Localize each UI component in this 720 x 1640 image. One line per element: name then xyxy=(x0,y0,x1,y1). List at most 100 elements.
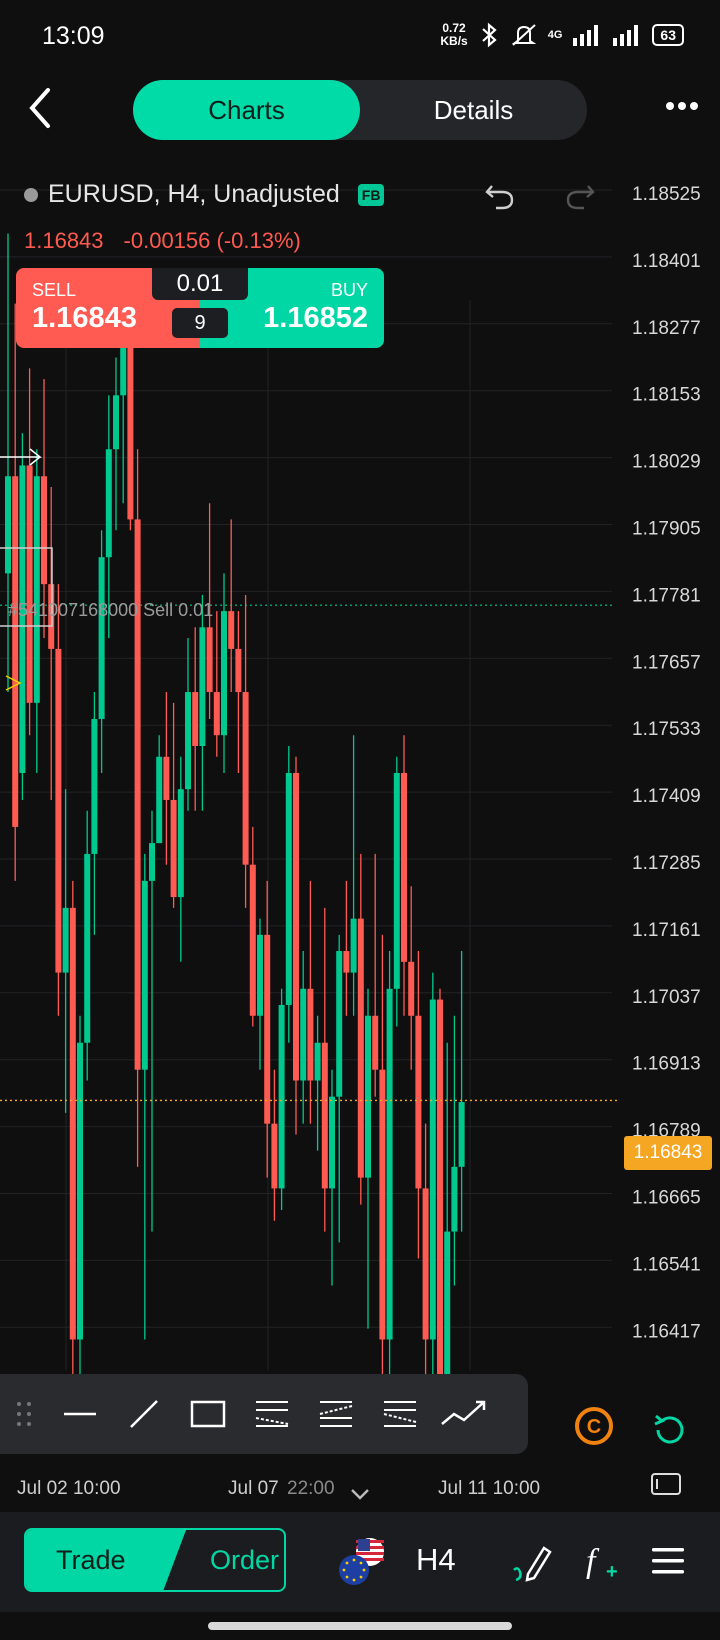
candle-body xyxy=(257,934,263,1016)
candle-body xyxy=(163,756,170,800)
candle-body xyxy=(149,843,155,881)
buy-price: 1.16852 xyxy=(263,302,368,334)
price-change: -0.00156 (-0.13%) xyxy=(123,228,301,253)
more-options-icon[interactable] xyxy=(664,96,700,116)
indicators-icon[interactable]: f + xyxy=(584,1538,628,1582)
candle-body xyxy=(386,988,393,1340)
candle-body xyxy=(206,627,213,693)
time-label-4: Jul 11 10:00 xyxy=(438,1478,541,1499)
home-indicator[interactable] xyxy=(208,1622,512,1630)
candle-body xyxy=(33,476,40,703)
candle-body xyxy=(41,476,47,585)
candle-body xyxy=(235,648,242,693)
candle-body xyxy=(314,1042,321,1081)
candle-body xyxy=(401,772,407,962)
candle-body xyxy=(357,918,364,1178)
candle-body xyxy=(228,611,235,649)
svg-text:C: C xyxy=(587,1416,601,1438)
candle-body xyxy=(113,395,119,450)
eur-usd-flag-icon[interactable] xyxy=(336,1536,388,1588)
price-axis-label: 1.16417 xyxy=(632,1321,701,1342)
candle-body xyxy=(48,584,55,649)
signal-icon xyxy=(573,25,599,46)
tab-details[interactable]: Details xyxy=(433,95,514,125)
candle-body xyxy=(329,1096,335,1189)
lot-size-input[interactable]: 0.01 xyxy=(152,268,248,300)
mute-icon xyxy=(511,24,537,46)
candle-body xyxy=(372,1015,379,1070)
view-segmented-control: Charts Details xyxy=(133,80,587,140)
candle-body xyxy=(379,1069,386,1340)
chevron-down-icon[interactable] xyxy=(346,1482,374,1506)
candle-body xyxy=(19,465,26,773)
candle-body xyxy=(221,611,227,736)
drag-handle-icon[interactable] xyxy=(0,1374,48,1454)
candle-body xyxy=(177,789,184,898)
drawing-tools-icon[interactable] xyxy=(510,1540,554,1584)
redo-icon[interactable] xyxy=(564,180,596,212)
timeframe-selector[interactable]: H4 xyxy=(416,1542,456,1577)
drawn-rectangle xyxy=(0,547,53,627)
price-axis-label: 1.17905 xyxy=(632,519,701,540)
candle-body xyxy=(350,918,357,973)
signal-icon-2 xyxy=(613,25,639,46)
sell-button[interactable]: SELL 1.16843 xyxy=(16,268,200,348)
price-chart[interactable]: 1.18525 1.18401 1.18277 1.18153 1.18029 1.179… xyxy=(0,150,720,1390)
price-axis-label: 1.17781 xyxy=(632,585,701,606)
price-axis-label: 1.16913 xyxy=(632,1054,701,1075)
market-status-dot xyxy=(24,187,38,202)
candle-body xyxy=(458,1102,465,1167)
candle-body xyxy=(242,692,249,865)
instrument-title: EURUSD, H4, Unadjusted xyxy=(48,180,340,208)
time-label-3: 22:00 xyxy=(287,1478,335,1499)
tab-charts[interactable]: Charts xyxy=(133,80,360,140)
network-type: 4G xyxy=(547,29,563,41)
candle-body xyxy=(127,325,134,520)
order-line-label[interactable]: #541007168000 Sell 0.01 xyxy=(8,600,214,620)
candle-body xyxy=(343,951,350,973)
rectangle-tool-icon[interactable] xyxy=(176,1374,240,1454)
candle-body xyxy=(278,1004,285,1189)
time-label-1: Jul 02 10:00 xyxy=(17,1478,121,1499)
net-speed: 0.72 KB/s xyxy=(440,21,468,48)
price-axis-label: 1.17285 xyxy=(632,853,701,874)
chart-fit-icon[interactable] xyxy=(650,1470,682,1498)
price-axis-label: 1.18525 xyxy=(632,184,701,205)
candle-body xyxy=(62,907,69,973)
price-axis-label: 1.17533 xyxy=(632,719,701,740)
coin-icon[interactable]: C xyxy=(574,1406,614,1446)
svg-text:+: + xyxy=(606,1561,618,1582)
order-button[interactable]: Order xyxy=(210,1545,280,1575)
back-arrow-icon[interactable] xyxy=(22,86,62,130)
trend-line-tool-icon[interactable] xyxy=(112,1374,176,1454)
polyline-tool-icon[interactable] xyxy=(432,1374,496,1454)
horizontal-line-tool-icon[interactable] xyxy=(48,1374,112,1454)
parallel-channel-tool-icon[interactable] xyxy=(240,1374,304,1454)
buy-label: BUY xyxy=(330,280,368,300)
candle-body xyxy=(429,999,436,1340)
candle-body xyxy=(213,692,220,736)
price-axis-label: 1.16541 xyxy=(632,1254,701,1275)
undo-icon[interactable] xyxy=(484,180,516,212)
reset-view-icon[interactable] xyxy=(650,1410,690,1450)
one-click-trade-panel: SELL 1.16843 BUY 1.16852 0.01 9 xyxy=(16,268,384,348)
candle-body xyxy=(84,853,91,1043)
price-axis-label: 1.18401 xyxy=(632,251,701,272)
trade-button[interactable]: Trade xyxy=(26,1530,186,1590)
candle-body xyxy=(393,772,400,989)
candle-body xyxy=(105,449,112,558)
candle-body xyxy=(91,719,98,854)
menu-icon[interactable] xyxy=(652,1546,684,1576)
fibonacci-channel-tool-icon[interactable] xyxy=(304,1374,368,1454)
candle-body xyxy=(264,934,271,1124)
price-axis-label: 1.17161 xyxy=(632,920,701,941)
quote-line: 1.16843 -0.00156 (-0.13%) xyxy=(24,228,301,254)
candle-body xyxy=(77,1042,83,1340)
fibonacci-retracement-tool-icon[interactable] xyxy=(368,1374,432,1454)
candle-body xyxy=(69,907,76,1340)
price-axis-label: 1.18029 xyxy=(632,452,701,473)
price-axis-label: 1.17037 xyxy=(632,987,701,1008)
candle-body xyxy=(5,476,11,574)
price-axis-label: 1.16665 xyxy=(632,1188,701,1209)
candle-body xyxy=(437,999,443,1383)
